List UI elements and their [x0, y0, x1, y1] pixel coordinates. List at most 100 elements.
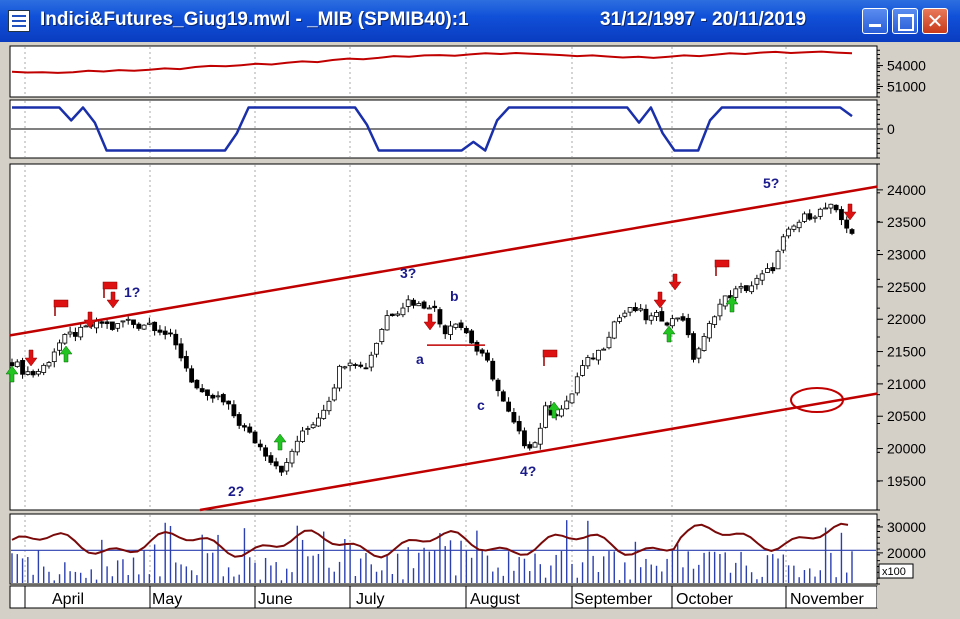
- candle-body: [321, 409, 327, 419]
- candle-body: [67, 331, 73, 335]
- chart-app-icon[interactable]: [8, 10, 30, 32]
- sell-arrow-icon: [653, 291, 667, 309]
- price-panel: [9, 163, 878, 511]
- candle-body: [485, 352, 490, 361]
- candle-body: [453, 323, 459, 328]
- candle-body: [669, 318, 675, 327]
- candle-body: [807, 213, 813, 220]
- wave-label: a: [416, 351, 424, 367]
- candle-body: [210, 394, 216, 399]
- candle-body: [522, 430, 527, 447]
- candle-body: [500, 391, 506, 402]
- candle-body: [590, 357, 596, 360]
- price-tick-label: 21000: [887, 376, 926, 392]
- candle-body: [310, 424, 316, 429]
- upper-channel-line: [9, 185, 878, 337]
- candle-body: [743, 285, 749, 292]
- candle-body: [395, 313, 401, 316]
- candle-body: [654, 312, 659, 317]
- candle-body: [294, 440, 300, 453]
- candle-body: [569, 393, 575, 404]
- candle-body: [78, 326, 84, 338]
- candle-body: [717, 303, 723, 317]
- candle-body: [226, 400, 232, 405]
- sell-arrow-icon: [106, 291, 120, 309]
- candle-body: [136, 323, 142, 329]
- maximize-button[interactable]: [892, 8, 918, 34]
- candle-body: [300, 430, 305, 442]
- candle-body: [168, 332, 173, 335]
- candle-body: [759, 273, 765, 281]
- candle-body: [844, 219, 850, 229]
- candle-body: [474, 341, 480, 352]
- candle-body: [405, 299, 411, 307]
- candle-body: [194, 379, 200, 389]
- candle-body: [833, 204, 839, 211]
- sell-arrow-icon: [83, 311, 97, 329]
- candle-body: [279, 465, 284, 473]
- candle-body: [506, 401, 512, 412]
- candle-body: [389, 313, 395, 317]
- candle-body: [215, 395, 221, 398]
- candle-body: [770, 267, 776, 272]
- candle-body: [25, 371, 31, 375]
- candle-body: [152, 321, 158, 332]
- candle-body: [817, 208, 823, 217]
- close-button[interactable]: ✕: [922, 8, 948, 34]
- vol-tick-label: 30000: [887, 519, 926, 535]
- candle-body: [648, 315, 654, 321]
- corner-filler: [877, 586, 960, 608]
- lower-channel-line: [199, 392, 878, 512]
- candle-body: [754, 277, 760, 285]
- candle-body: [368, 354, 374, 368]
- candle-body: [183, 356, 189, 369]
- price-tick-label: 23500: [887, 214, 926, 230]
- candle-body: [585, 357, 591, 367]
- candle-body: [701, 335, 707, 351]
- candle-body: [617, 317, 622, 322]
- candle-body: [722, 295, 728, 307]
- candle-body: [331, 387, 337, 401]
- candle-body: [627, 307, 633, 313]
- candle-body: [601, 348, 607, 351]
- candle-body: [51, 351, 57, 363]
- candle-body: [104, 321, 110, 324]
- minimize-button[interactable]: [862, 8, 888, 34]
- candle-body: [849, 229, 855, 234]
- price-tick-label: 20500: [887, 408, 926, 424]
- candle-body: [46, 362, 52, 367]
- title-bar[interactable]: Indici&Futures_Giug19.mwl - _MIB (SPMIB4…: [0, 0, 960, 42]
- month-label-july: July: [356, 591, 384, 608]
- price-tick-label: 21500: [887, 344, 926, 360]
- candle-body: [36, 371, 41, 375]
- candle-body: [109, 321, 115, 330]
- candle-body: [685, 317, 691, 336]
- chart-area[interactable]: 1? 2? 3? 4? 5? a b c 54000 51000 0 24000 23500 23000…: [0, 42, 960, 619]
- candle-body: [146, 322, 152, 325]
- candle-body: [20, 360, 25, 375]
- candle-body: [411, 299, 416, 306]
- candle-body: [57, 342, 62, 351]
- candle-body: [316, 417, 321, 427]
- candle-body: [469, 330, 475, 344]
- minimize-icon: [869, 24, 881, 27]
- candle-body: [823, 207, 828, 210]
- maximize-icon: [898, 14, 914, 31]
- candle-body: [580, 365, 585, 376]
- candle-body: [738, 286, 744, 289]
- sell-arrow-icon: [423, 313, 437, 331]
- candle-body: [780, 236, 786, 251]
- candle-body: [564, 400, 570, 410]
- sell-arrow-icon: [24, 349, 38, 367]
- oscillator-line: [12, 106, 853, 152]
- candle-body: [812, 216, 818, 219]
- candle-body: [765, 268, 770, 273]
- wave-label: 1?: [124, 284, 140, 300]
- volume-average-line: [11, 522, 849, 559]
- candle-body: [532, 442, 538, 448]
- candle-body: [559, 408, 564, 417]
- candle-body: [490, 360, 496, 380]
- wave-label: 3?: [400, 265, 416, 281]
- flag-icon: [53, 299, 69, 308]
